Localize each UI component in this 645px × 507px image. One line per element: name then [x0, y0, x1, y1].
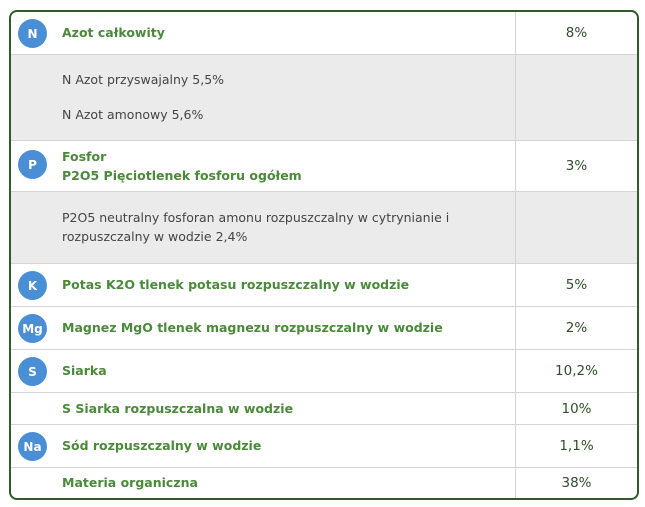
table-row: K Potas K2O tlenek potasu rozpuszczalny w… [11, 264, 637, 307]
row-label: Sód rozpuszczalny w wodzie [62, 438, 262, 453]
row-label: Potas K2O tlenek potasu rozpuszczalny w … [62, 277, 410, 292]
row-label: P2O5 neutralny fosforan amonu rozpuszcza… [62, 210, 450, 225]
table-row: P Fosfor P2O5 Pięciotlenek fosforu ogółem 3… [11, 141, 637, 192]
row-label: Materia organiczna [62, 474, 198, 490]
row-value: 10,2% [515, 350, 637, 392]
row-label: Fosfor [62, 148, 107, 164]
row-label: Siarka [62, 363, 107, 378]
row-value: 3% [515, 141, 637, 191]
table-row: Materia organiczna 38% [11, 468, 637, 498]
element-badge: Mg [18, 314, 47, 343]
row-value: 8% [515, 12, 637, 54]
row-label: Azot całkowity [62, 25, 165, 40]
table-row: S Siarka 10,2% [11, 350, 637, 393]
row-label: rozpuszczalny w wodzie 2,4% [62, 229, 248, 244]
table-row: N Azot przyswajalny 5,5% N Azot amonowy 5… [11, 55, 637, 141]
row-value: 5% [515, 264, 637, 306]
element-badge: S [18, 357, 47, 386]
row-label: N Azot przyswajalny 5,5% [62, 72, 225, 87]
nutrient-table: N Azot całkowity 8% N Azot przyswajalny 5,5… [9, 10, 639, 500]
table-row: Mg Magnez MgO tlenek magnezu rozpuszczaln… [11, 307, 637, 350]
table-row: P2O5 neutralny fosforan amonu rozpuszcza… [11, 192, 637, 264]
row-label: Magnez MgO tlenek magnezu rozpuszczalny … [62, 320, 443, 335]
row-value: 10% [515, 393, 637, 424]
element-badge: P [18, 150, 47, 179]
table-row: S Siarka rozpuszczalna w wodzie 10% [11, 393, 637, 425]
row-value: 1,1% [515, 425, 637, 467]
row-value [515, 192, 637, 263]
table-row: N Azot całkowity 8% [11, 12, 637, 55]
row-label: P2O5 Pięciotlenek fosforu ogółem [62, 167, 302, 183]
row-value: 38% [515, 468, 637, 498]
table-row: Na Sód rozpuszczalny w wodzie 1,1% [11, 425, 637, 468]
row-value [515, 55, 637, 140]
element-badge: K [18, 271, 47, 300]
element-badge: N [18, 19, 47, 48]
row-value: 2% [515, 307, 637, 349]
element-badge: Na [18, 432, 47, 461]
row-label: S Siarka rozpuszczalna w wodzie [62, 400, 294, 416]
row-label: N Azot amonowy 5,6% [62, 107, 204, 122]
